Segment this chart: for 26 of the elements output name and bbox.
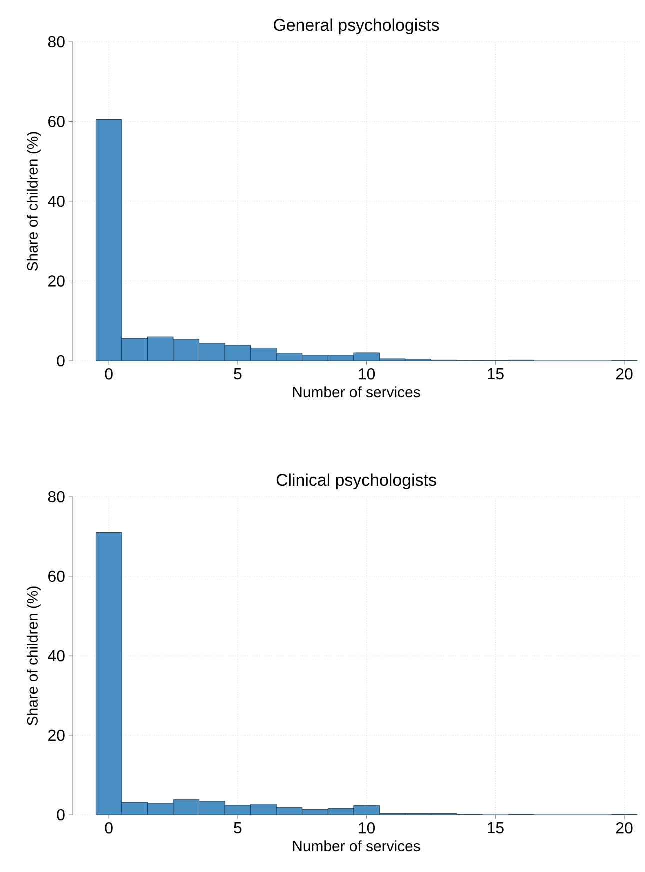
y-tick-label: 60 bbox=[48, 116, 65, 128]
y-tick-label: 40 bbox=[48, 196, 65, 208]
x-tick-label: 0 bbox=[105, 822, 113, 834]
x-tick-label: 15 bbox=[488, 822, 504, 834]
y-tick-label: 80 bbox=[48, 491, 65, 503]
chart-title: General psychologists bbox=[274, 18, 440, 34]
y-axis-title: Share of children (%) bbox=[26, 132, 41, 272]
x-tick-label: 15 bbox=[488, 368, 504, 380]
x-axis-title: Number of services bbox=[293, 386, 420, 398]
y-tick-label: 20 bbox=[48, 276, 65, 287]
x-tick-label: 10 bbox=[359, 822, 376, 834]
y-tick-label: 20 bbox=[48, 730, 65, 742]
y-tick-label: 80 bbox=[48, 36, 65, 48]
y-tick-label: 40 bbox=[48, 650, 65, 662]
x-axis-title: Number of services bbox=[293, 840, 420, 852]
x-tick-label: 20 bbox=[616, 368, 633, 380]
x-tick-label: 20 bbox=[616, 822, 633, 834]
y-tick-label: 60 bbox=[48, 570, 65, 582]
x-tick-label: 5 bbox=[234, 368, 242, 380]
x-tick-label: 5 bbox=[234, 822, 242, 834]
y-axis-title: Share of children (%) bbox=[26, 586, 41, 726]
x-tick-label: 10 bbox=[359, 368, 376, 380]
x-tick-label: 0 bbox=[105, 368, 113, 380]
y-tick-label: 0 bbox=[57, 355, 65, 367]
y-tick-label: 0 bbox=[57, 809, 65, 821]
chart-title: Clinical psychologists bbox=[276, 474, 436, 490]
